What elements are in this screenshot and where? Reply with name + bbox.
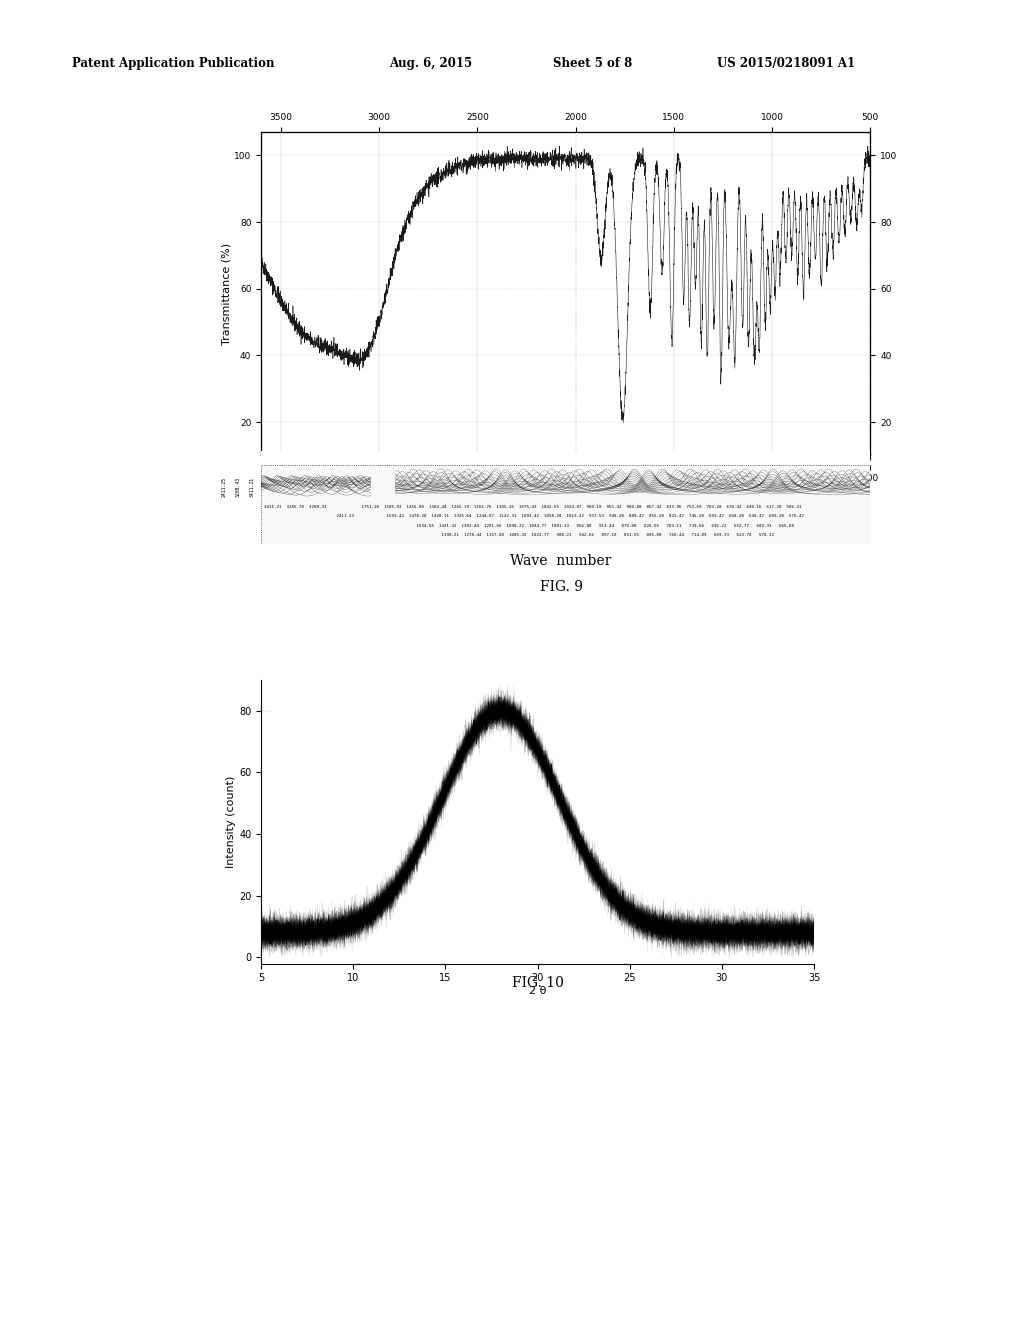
Text: 2411.23             1693.43  1478.28  1420.11  1325.64  1244.87  1142.31  1093.4: 2411.23 1693.43 1478.28 1420.11 1325.64 … — [264, 515, 804, 519]
Text: 3208.43: 3208.43 — [236, 477, 241, 496]
Text: 3411.21  3285.70  3208.33              1751.10  1505.93  1455.80  1384.44  1265.: 3411.21 3285.70 3208.33 1751.10 1505.93 … — [264, 506, 802, 510]
Text: Aug. 6, 2015: Aug. 6, 2015 — [389, 57, 472, 70]
Text: 1390.21  1278.44  1157.88  1085.32  1022.77   988.21   942.66   897.10   851.55 : 1390.21 1278.44 1157.88 1085.32 1022.77 … — [264, 533, 774, 537]
Y-axis label: Intensity (count): Intensity (count) — [226, 776, 237, 867]
Text: Sheet 5 of 8: Sheet 5 of 8 — [553, 57, 632, 70]
Y-axis label: Transmittance (%): Transmittance (%) — [221, 243, 231, 345]
Text: 1634.55  1421.32  1302.44  1201.66  1098.22  1044.77  1001.33   956.88   913.44 : 1634.55 1421.32 1302.44 1201.66 1098.22 … — [264, 524, 795, 528]
Text: Wave  number: Wave number — [511, 554, 611, 568]
Text: US 2015/0218091 A1: US 2015/0218091 A1 — [717, 57, 855, 70]
Text: 3411.21: 3411.21 — [250, 477, 255, 496]
Text: 2411.25: 2411.25 — [221, 477, 226, 496]
X-axis label: 2 θ: 2 θ — [529, 986, 546, 997]
Text: Patent Application Publication: Patent Application Publication — [72, 57, 274, 70]
Text: FIG. 10: FIG. 10 — [512, 977, 563, 990]
Text: FIG. 9: FIG. 9 — [540, 581, 583, 594]
